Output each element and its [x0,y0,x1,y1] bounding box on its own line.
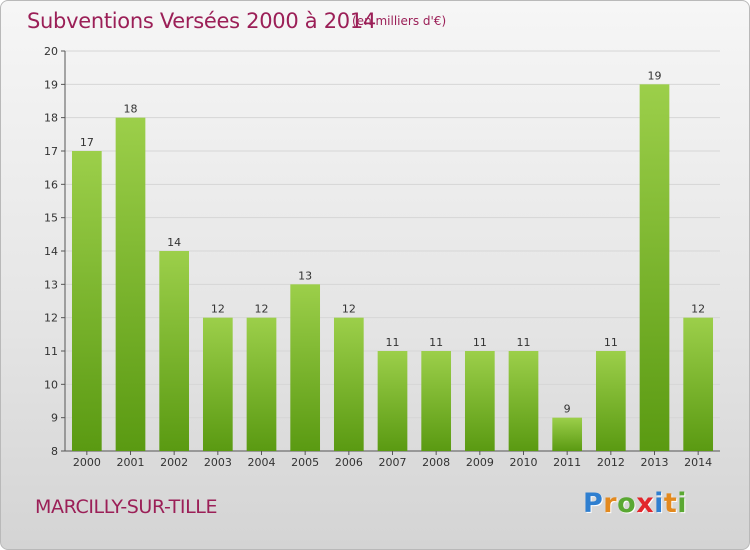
data-label-2005: 13 [298,269,312,282]
chart-subtitle: (en milliers d'€) [352,14,447,28]
data-label-2006: 12 [342,303,356,316]
x-tick-labels: 2000 2001 2002 2003 2004 2005 2006 2007 2008 2009… [73,456,712,469]
x-tick-label-2008: 2008 [422,456,450,469]
bar-2010 [508,351,539,451]
data-label-2013: 19 [648,69,662,82]
y-tick-label: 8 [51,445,58,458]
x-tick-label-2012: 2012 [597,456,625,469]
data-label-2012: 11 [604,336,618,349]
data-label-2000: 17 [80,136,94,149]
bar-2009 [464,351,495,451]
y-tick-label: 17 [44,145,58,158]
bar-2008 [421,351,452,451]
bar-2007 [377,351,408,451]
data-label-2010: 11 [517,336,531,349]
data-label-2011: 9 [564,403,571,416]
y-tick-label: 16 [44,178,58,191]
y-tick-labels: 8 9 10 11 12 13 14 15 16 17 18 19 20 [44,45,58,458]
x-tick-label-2009: 2009 [466,456,494,469]
data-label-2008: 11 [429,336,443,349]
x-tick-label-2001: 2001 [117,456,145,469]
data-label-2009: 11 [473,336,487,349]
data-label-2007: 11 [386,336,400,349]
bar-2012 [595,351,626,451]
x-tick-label-2007: 2007 [379,456,407,469]
x-tick-label-2005: 2005 [291,456,319,469]
x-tick-label-2002: 2002 [160,456,188,469]
y-tick-label: 14 [44,245,58,258]
data-label-2002: 14 [167,236,181,249]
x-tick-label-2011: 2011 [553,456,581,469]
commune-name: MARCILLY-SUR-TILLE [35,496,218,518]
proxiti-logo: Proxiti [583,488,688,519]
y-tick-label: 9 [51,412,58,425]
data-label-2014: 12 [691,303,705,316]
bar-2001 [115,117,146,452]
bars [71,84,714,452]
bar-2006 [333,317,364,451]
bar-2005 [290,284,321,451]
y-tick-label: 18 [44,112,58,125]
bar-2003 [202,317,233,451]
bar-2011 [552,417,583,451]
y-tick-label: 19 [44,78,58,91]
x-tick-label-2013: 2013 [641,456,669,469]
x-tick-label-2010: 2010 [510,456,538,469]
x-tick-label-2004: 2004 [248,456,276,469]
data-label-2003: 12 [211,303,225,316]
bar-2002 [159,251,190,451]
y-tick-label: 10 [44,378,58,391]
y-tick-label: 20 [44,45,58,58]
x-tick-label-2003: 2003 [204,456,232,469]
y-tick-label: 13 [44,278,58,291]
bar-2014 [683,317,714,451]
y-tick-label: 12 [44,312,58,325]
x-tick-label-2006: 2006 [335,456,363,469]
x-tick-label-2000: 2000 [73,456,101,469]
bar-2000 [71,151,102,451]
data-labels: 17 18 14 12 12 13 12 11 11 11 11 9 11 19 12 [80,69,705,415]
y-tick-label: 15 [44,212,58,225]
x-tick-label-2014: 2014 [684,456,712,469]
data-label-2001: 18 [124,103,138,116]
y-tick-label: 11 [44,345,58,358]
bar-2004 [246,317,277,451]
chart-title: Subventions Versées 2000 à 2014 [27,9,376,33]
data-label-2004: 12 [255,303,269,316]
bar-2013 [639,84,670,451]
